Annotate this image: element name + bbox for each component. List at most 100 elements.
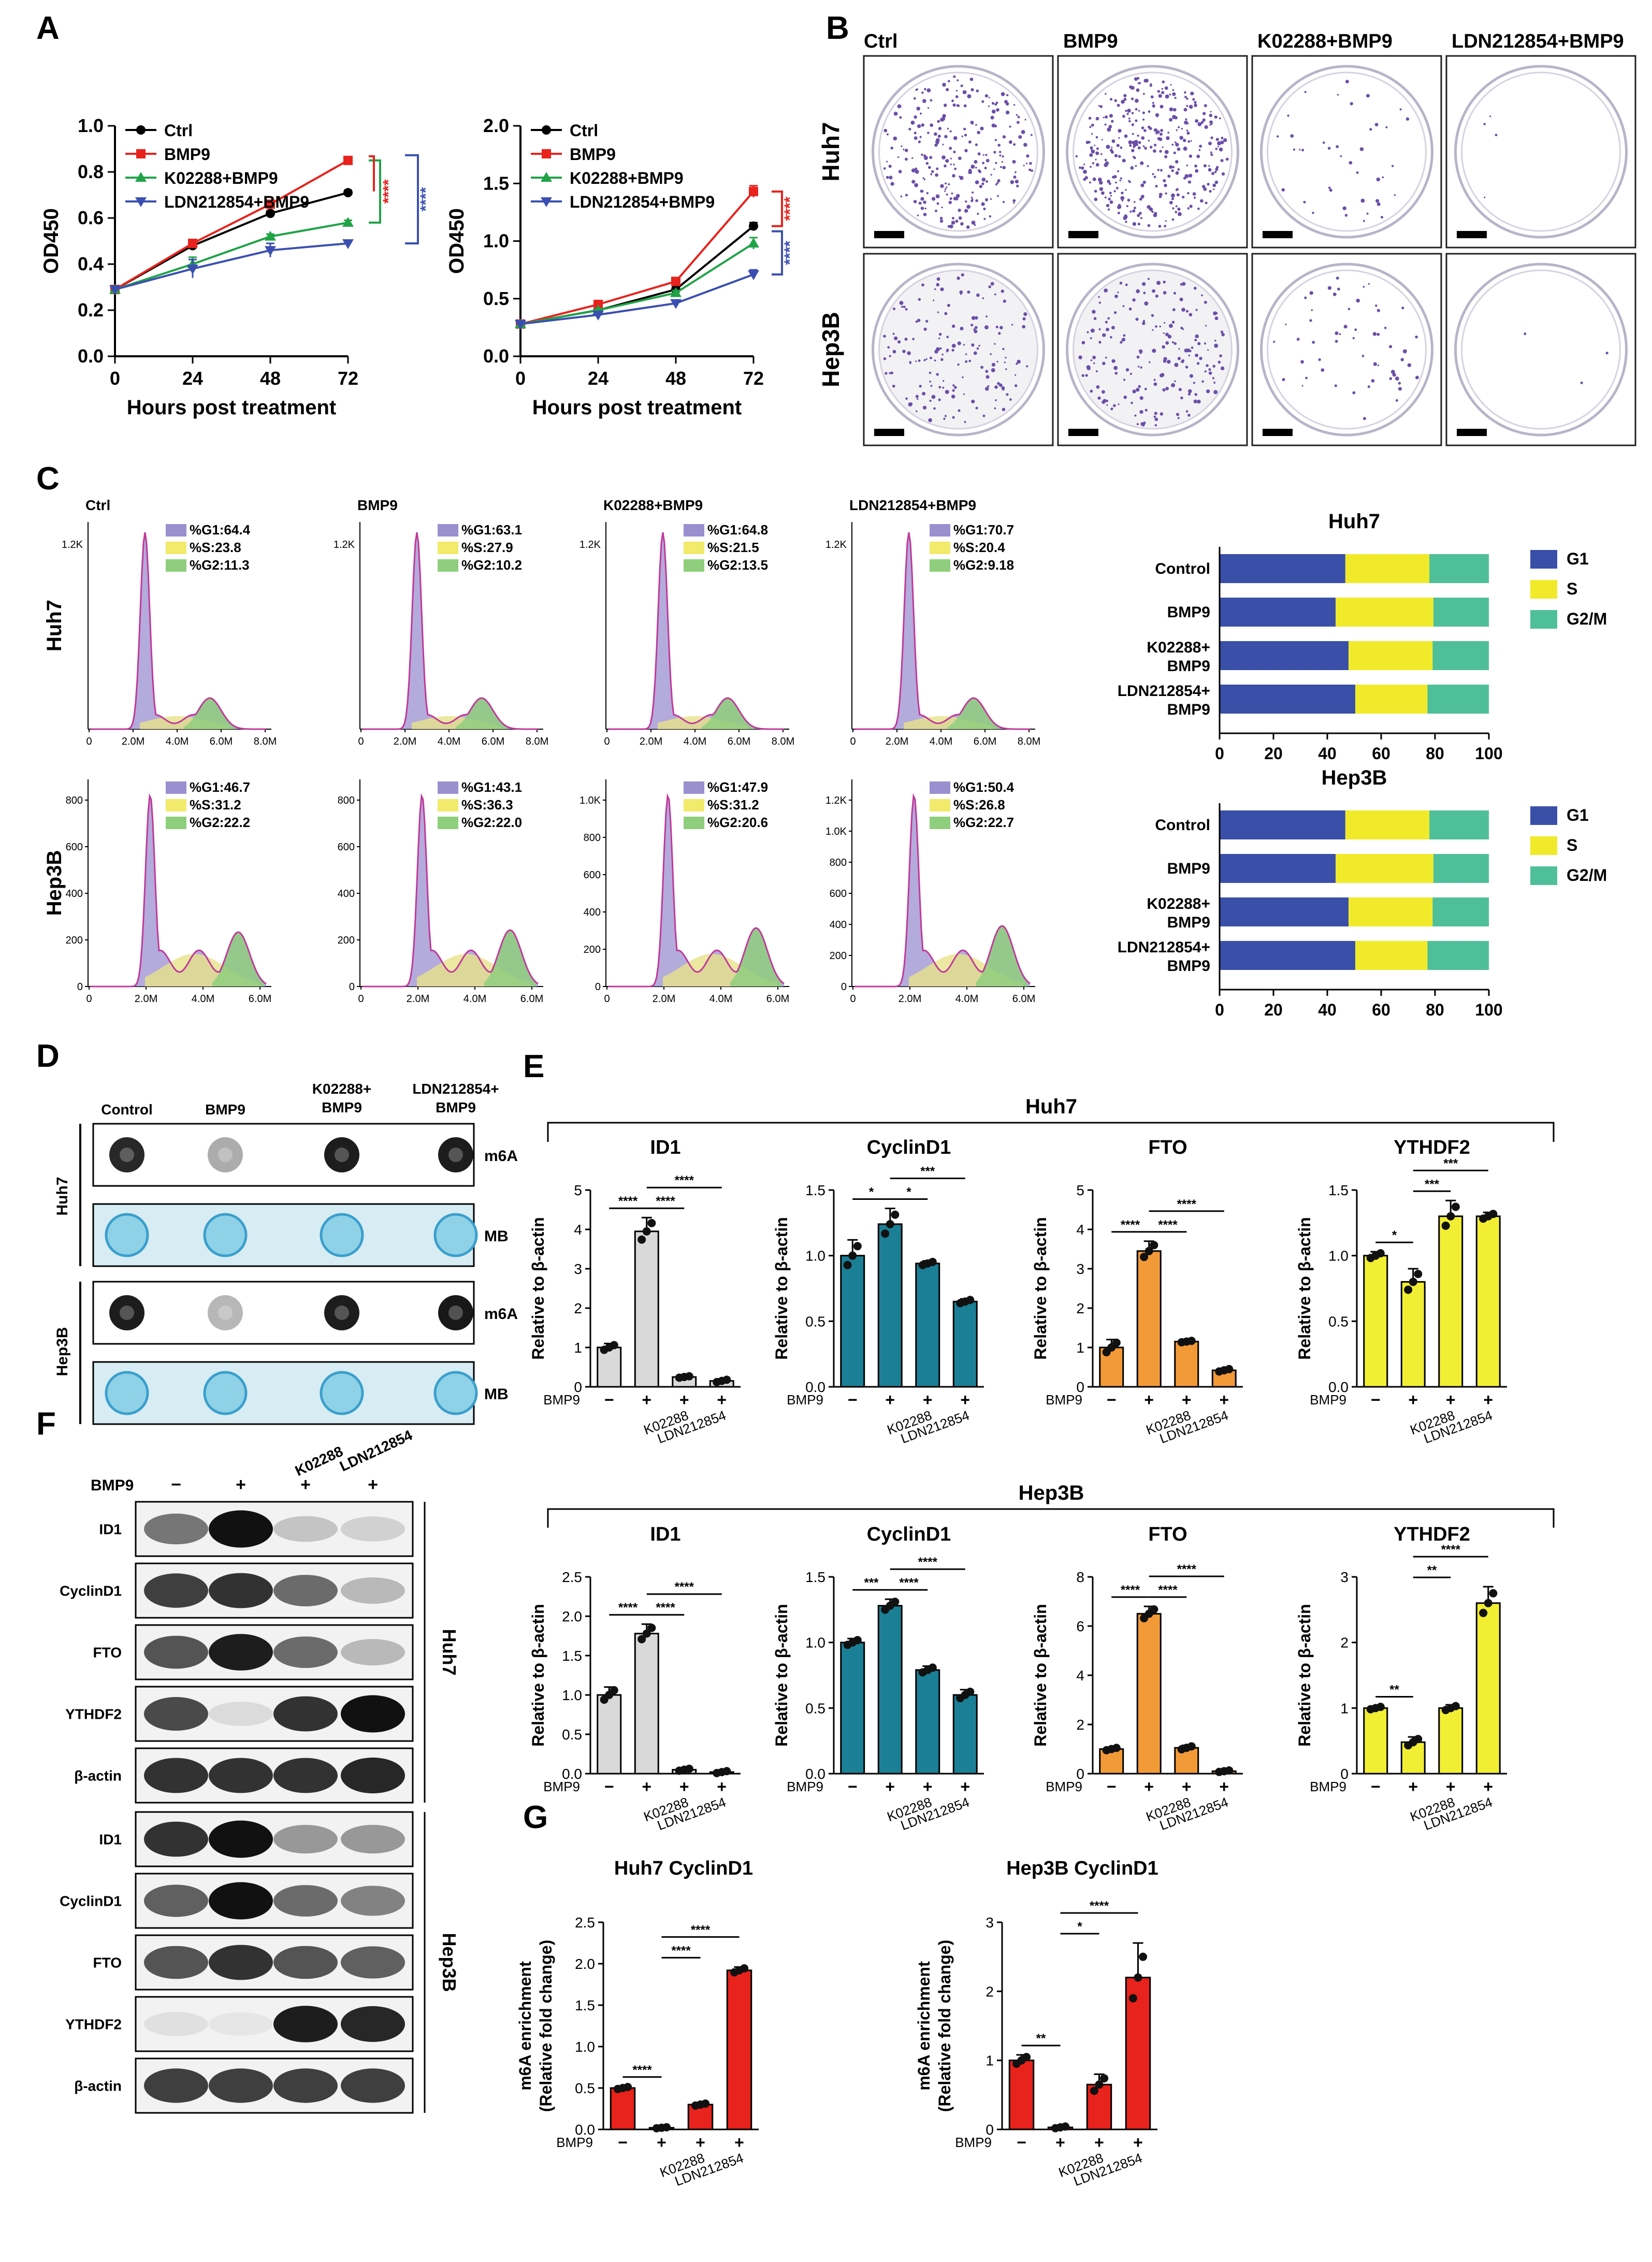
data-point xyxy=(748,237,759,248)
colony xyxy=(947,127,949,130)
colony xyxy=(922,405,927,410)
stacked-bar-category: Control xyxy=(1155,817,1210,834)
colony xyxy=(936,373,939,376)
colony xyxy=(985,387,989,391)
colony xyxy=(1219,354,1222,358)
histogram-y-tick: 200 xyxy=(584,944,601,955)
plate-rim xyxy=(1066,263,1239,437)
colony xyxy=(972,191,974,194)
colony xyxy=(1334,384,1337,387)
colony xyxy=(889,372,891,374)
colony xyxy=(1121,99,1125,104)
colony xyxy=(1142,322,1146,325)
colony xyxy=(908,127,911,130)
colony xyxy=(1153,415,1156,418)
colony xyxy=(923,154,926,157)
colony xyxy=(994,293,996,296)
colony xyxy=(1380,215,1384,219)
colony xyxy=(1117,291,1119,294)
histogram-fit-line xyxy=(91,793,267,988)
colony xyxy=(1098,328,1101,330)
bar-treatment-sign: + xyxy=(679,1390,689,1409)
colony xyxy=(1187,389,1192,394)
colony xyxy=(913,200,917,204)
histogram-y-tick: 400 xyxy=(338,888,355,900)
colony xyxy=(1135,98,1139,103)
sig-label: **** xyxy=(899,1576,919,1590)
colony xyxy=(1005,110,1010,114)
colony xyxy=(1196,362,1200,365)
legend-marker xyxy=(542,125,551,135)
colony xyxy=(1163,291,1167,295)
bar-y-tick: 0.0 xyxy=(805,1379,825,1395)
colony xyxy=(976,89,979,93)
histogram-x-tick: 4.0M xyxy=(709,993,732,1005)
colony xyxy=(944,164,947,168)
western-band xyxy=(273,1696,338,1732)
colony xyxy=(1105,356,1107,359)
colony xyxy=(1129,210,1132,213)
bar-y-tick: 1.0 xyxy=(562,1687,582,1703)
colony xyxy=(915,169,919,174)
colony xyxy=(911,180,916,184)
colony xyxy=(1392,373,1396,377)
colony xyxy=(971,316,976,320)
stacked-bar-x-tick: 100 xyxy=(1475,1001,1502,1019)
colony xyxy=(1113,175,1117,179)
plate-rim xyxy=(872,263,1045,437)
colony xyxy=(938,398,941,401)
western-band xyxy=(144,2068,208,2103)
colony xyxy=(1179,136,1184,140)
colony xyxy=(1174,141,1177,143)
colony xyxy=(1107,317,1110,320)
colony xyxy=(1009,125,1011,128)
colony xyxy=(1580,381,1583,384)
data-point xyxy=(671,277,680,286)
x-tick-label: 24 xyxy=(182,368,203,389)
colony xyxy=(1219,147,1223,152)
bar-data-point xyxy=(1404,1285,1413,1294)
colony xyxy=(1137,82,1140,84)
dotblot-strip xyxy=(92,1361,475,1425)
colony xyxy=(973,351,977,355)
western-sign: + xyxy=(300,1475,311,1495)
colony xyxy=(924,207,926,210)
colony xyxy=(918,298,921,301)
colony xyxy=(1124,215,1128,219)
colony xyxy=(1013,175,1017,179)
mb-dot xyxy=(433,1371,478,1415)
colony xyxy=(970,324,974,327)
colony xyxy=(1121,339,1124,342)
colony xyxy=(942,143,944,146)
colony xyxy=(943,380,945,382)
colony xyxy=(1015,374,1017,376)
histogram-y-tick: 200 xyxy=(338,935,355,946)
bar xyxy=(877,1223,903,1388)
colony xyxy=(1169,107,1173,112)
bar-chart-title: YTHDF2 xyxy=(1394,1524,1470,1545)
colony xyxy=(945,182,947,185)
colony xyxy=(934,359,936,362)
colony xyxy=(1187,207,1190,210)
colony xyxy=(1104,158,1107,162)
histogram-stat-swatch xyxy=(684,524,704,536)
bar-treatment-sign: + xyxy=(1144,1390,1154,1409)
colony xyxy=(1361,355,1365,357)
histogram-stat-swatch xyxy=(166,542,186,554)
colony xyxy=(1327,147,1331,150)
bar-y-label: Relative to β-actin xyxy=(529,1604,547,1747)
colony xyxy=(897,156,900,158)
colony xyxy=(883,128,888,133)
colony xyxy=(1186,129,1189,132)
dotblot-column-label: BMP9 xyxy=(436,1099,476,1115)
colony xyxy=(1135,108,1138,111)
sig-label: **** xyxy=(656,1194,675,1208)
data-point xyxy=(592,310,604,321)
colony xyxy=(1374,123,1379,127)
colony xyxy=(1187,140,1191,143)
histogram-g2-area xyxy=(948,698,999,729)
colony xyxy=(1125,110,1127,112)
colony xyxy=(963,393,965,395)
western-band xyxy=(273,1824,338,1854)
colony xyxy=(1309,291,1313,295)
